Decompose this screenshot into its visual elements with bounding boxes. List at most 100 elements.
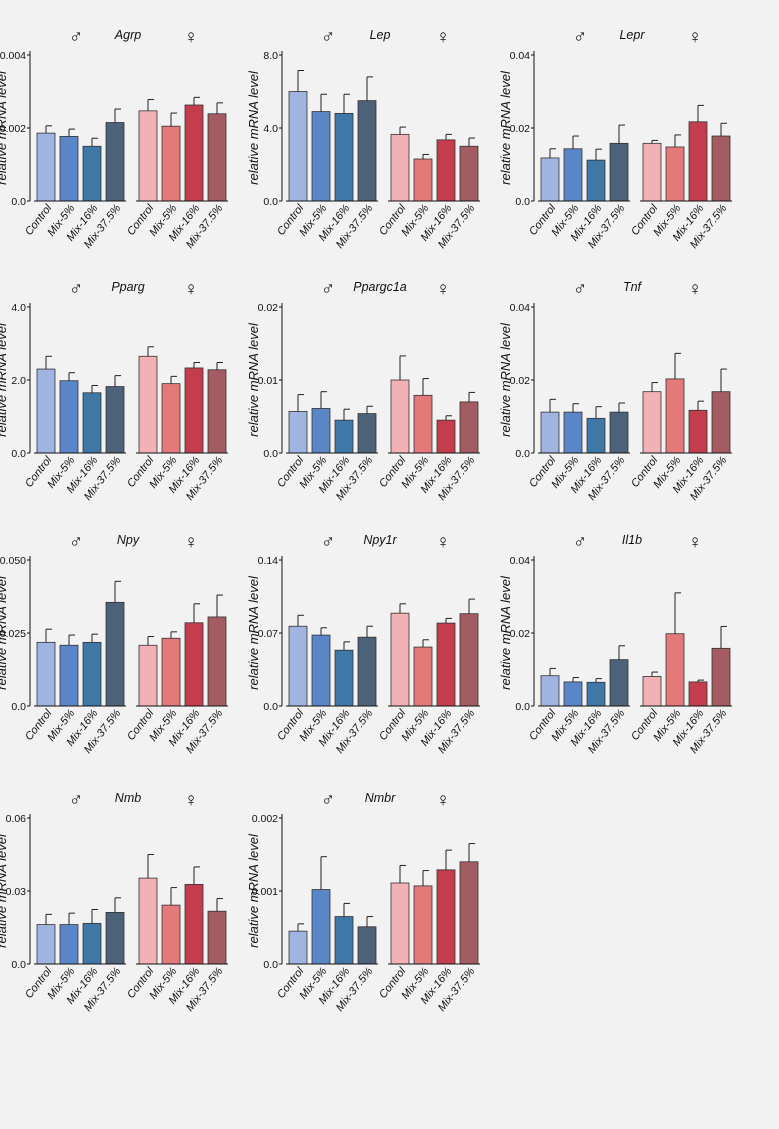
female-symbol-icon: ♀ [184,790,198,811]
y-tick-label: 0.07 [258,628,279,640]
y-tick-label: 0.04 [510,555,531,567]
bar-female-mix-16- [436,419,456,454]
bar-female-mix-5- [665,633,685,707]
bar-female-mix-5- [161,125,181,202]
bar-female-mix-5- [161,383,181,454]
male-symbol-icon: ♂ [69,279,83,300]
y-tick-label: 0.01 [258,375,279,387]
bar-female-control [390,882,410,965]
y-axis-label: relative mRNA level [0,322,9,437]
bar-male-mix-16- [586,681,606,707]
bar-female-mix-5- [665,378,685,454]
bar-male-mix-16- [82,922,102,965]
y-axis-label: relative mRNA level [498,575,513,690]
bar-male-mix-5- [563,681,583,707]
y-axis-label: relative mRNA level [246,322,261,437]
bar-male-mix-37-5- [357,926,377,965]
male-symbol-icon: ♂ [573,532,587,553]
bar-male-mix-37-5- [357,100,377,202]
bar-female-mix-16- [436,869,456,965]
bar-female-control [138,355,158,454]
female-symbol-icon: ♀ [688,279,702,300]
bar-male-mix-5- [59,135,79,202]
male-symbol-icon: ♂ [321,790,335,811]
bar-female-mix-16- [436,622,456,707]
bar-female-control [642,142,662,202]
bar-female-control [390,612,410,707]
female-symbol-icon: ♀ [436,27,450,48]
female-symbol-icon: ♀ [184,279,198,300]
bar-female-mix-37-5- [459,613,479,707]
y-tick-label: 0.03 [6,886,27,898]
bar-male-control [36,132,56,202]
y-tick-label: 0.0 [263,196,278,208]
bar-female-mix-16- [436,139,456,202]
male-symbol-icon: ♂ [573,279,587,300]
bar-female-control [390,379,410,454]
bar-male-mix-37-5- [609,142,629,202]
bar-male-mix-37-5- [357,636,377,707]
bar-male-mix-16- [334,649,354,707]
bar-female-control [138,644,158,707]
bar-male-mix-37-5- [105,386,125,454]
y-axis-label: relative mRNA level [498,322,513,437]
y-tick-label: 0.002 [0,123,26,135]
y-tick-label: 0.02 [510,123,531,135]
bar-female-mix-37-5- [207,910,227,965]
male-symbol-icon: ♂ [321,532,335,553]
y-axis-label: relative mRNA level [0,70,9,185]
bar-female-mix-16- [184,367,204,454]
gene-title: Nmbr [365,791,396,805]
bar-male-control [288,410,308,454]
bar-female-mix-5- [413,394,433,454]
y-tick-label: 0.0 [263,959,278,971]
bar-male-mix-37-5- [357,413,377,454]
y-axis-label: relative mRNA level [0,575,9,690]
y-tick-label: 0.02 [258,302,279,314]
bar-female-mix-16- [688,409,708,454]
bar-female-mix-37-5- [207,113,227,202]
bar-male-control [36,368,56,454]
y-tick-label: 0.050 [0,555,26,567]
bar-male-mix-16- [334,113,354,202]
y-tick-label: 2.0 [11,375,26,387]
bar-female-mix-5- [413,158,433,202]
female-symbol-icon: ♀ [436,532,450,553]
y-tick-label: 0.0 [11,959,26,971]
gene-title: Tnf [623,280,643,294]
gene-title: Npy1r [363,533,397,547]
bar-male-mix-5- [59,644,79,707]
bar-female-mix-16- [184,884,204,965]
bar-male-mix-37-5- [609,659,629,707]
gene-title: Lepr [619,28,645,42]
y-tick-label: 0.002 [252,813,278,825]
bar-male-control [288,91,308,202]
gene-title: Npy [117,533,140,547]
bar-female-mix-5- [161,637,181,707]
female-symbol-icon: ♀ [184,532,198,553]
female-symbol-icon: ♀ [688,532,702,553]
bar-female-control [390,133,410,202]
female-symbol-icon: ♀ [688,27,702,48]
y-tick-label: 0.14 [258,555,279,567]
y-axis-label: relative mRNA level [246,575,261,690]
y-tick-label: 0.0 [263,448,278,460]
bar-female-mix-37-5- [459,401,479,454]
bar-female-mix-37-5- [207,616,227,707]
bar-male-mix-16- [586,159,606,202]
male-symbol-icon: ♂ [573,27,587,48]
bar-female-mix-37-5- [711,135,731,202]
y-tick-label: 0.0 [11,196,26,208]
bar-male-control [540,675,560,707]
bar-male-mix-16- [82,145,102,202]
male-symbol-icon: ♂ [69,532,83,553]
bar-female-mix-37-5- [459,145,479,202]
y-tick-label: 0.04 [510,302,531,314]
